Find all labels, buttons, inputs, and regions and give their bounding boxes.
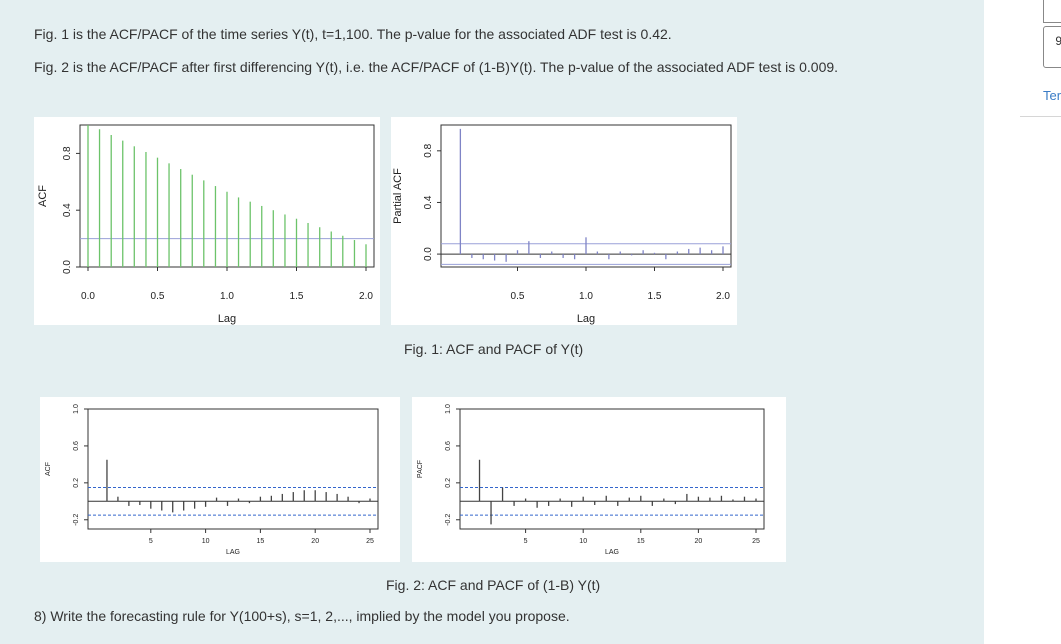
fig1-caption: Fig. 1: ACF and PACF of Y(t): [404, 341, 584, 357]
y-tick-label: 0.8: [423, 143, 434, 157]
x-tick-label: 1.5: [290, 291, 304, 302]
side-link[interactable]: Ter: [1043, 88, 1061, 103]
y-axis-label: PACF: [417, 460, 424, 478]
y-tick-label: 1.0: [73, 404, 80, 414]
fig1-pacf-svg: 0.5 1.0 1.5 2.0 0.0 0.4 0.8 Lag Partial ACF: [392, 124, 732, 325]
fig2-pacf-chart: 5 10 15 20 25 -0.2 0.2 0.6 1.0 LAG PACF: [412, 397, 786, 562]
x-axis-label: Lag: [218, 313, 236, 325]
x-tick-label: 0.5: [511, 291, 525, 302]
x-tick-label: 0.0: [81, 291, 95, 302]
x-tick-label: 5: [524, 538, 528, 545]
y-tick-label: 0.4: [62, 203, 73, 217]
y-axis-label: ACF: [45, 462, 52, 476]
plot-frame: [459, 408, 765, 530]
fig1-acf-chart: 0.0 0.5 1.0 1.5 2.0 0.0 0.4 0.8 Lag ACF: [34, 117, 380, 325]
side-input[interactable]: 9: [1043, 26, 1061, 68]
fig2-description: Fig. 2 is the ACF/PACF after first diffe…: [34, 59, 839, 75]
x-axis-label: Lag: [577, 313, 595, 325]
fig1-pacf-chart: 0.5 1.0 1.5 2.0 0.0 0.4 0.8 Lag Partial ACF: [391, 117, 737, 325]
y-tick-label: 0.4: [423, 195, 434, 209]
x-tick-label: 1.0: [579, 291, 593, 302]
x-tick-label: 2.0: [716, 291, 730, 302]
fig2-caption: Fig. 2: ACF and PACF of (1-B) Y(t): [386, 577, 601, 593]
x-tick-label: 2.0: [359, 291, 373, 302]
x-tick-label: 5: [149, 538, 153, 545]
y-tick-label: -0.2: [445, 514, 452, 526]
x-tick-label: 10: [579, 538, 587, 545]
x-tick-label: 0.5: [151, 291, 165, 302]
fig2-acf-chart: 5 10 15 20 25 -0.2 0.2 0.6 1.0 LAG ACF: [40, 397, 400, 562]
x-tick-label: 1.5: [648, 291, 662, 302]
question-panel: Fig. 1 is the ACF/PACF of the time serie…: [0, 0, 984, 644]
x-tick-label: 20: [311, 538, 319, 545]
y-tick-label: -0.2: [73, 514, 80, 526]
x-tick-label: 25: [366, 538, 374, 545]
y-tick-label: 0.0: [423, 247, 434, 261]
fig1-acf-svg: 0.0 0.5 1.0 1.5 2.0 0.0 0.4 0.8 Lag ACF: [37, 124, 375, 325]
side-divider: [1020, 116, 1061, 117]
x-tick-label: 15: [637, 538, 645, 545]
y-axis-label: ACF: [37, 185, 49, 207]
y-tick-label: 0.6: [445, 441, 452, 451]
y-tick-label: 0.8: [62, 146, 73, 160]
fig1-description: Fig. 1 is the ACF/PACF of the time serie…: [34, 26, 672, 42]
fig2-acf-svg: 5 10 15 20 25 -0.2 0.2 0.6 1.0 LAG ACF: [45, 404, 379, 556]
y-tick-label: 0.0: [62, 260, 73, 274]
side-checkbox[interactable]: [1043, 0, 1061, 23]
y-tick-label: 0.6: [73, 441, 80, 451]
plot-frame: [87, 408, 379, 530]
x-tick-label: 25: [752, 538, 760, 545]
x-tick-label: 10: [202, 538, 210, 545]
x-axis-label: LAG: [226, 549, 240, 556]
y-axis-label: Partial ACF: [392, 168, 404, 224]
y-tick-label: 1.0: [445, 404, 452, 414]
x-tick-label: 15: [257, 538, 265, 545]
x-axis-label: LAG: [605, 549, 619, 556]
y-tick-label: 0.2: [73, 478, 80, 488]
y-tick-label: 0.2: [445, 478, 452, 488]
fig2-pacf-svg: 5 10 15 20 25 -0.2 0.2 0.6 1.0 LAG PACF: [417, 404, 765, 556]
x-tick-label: 20: [695, 538, 703, 545]
x-tick-label: 1.0: [220, 291, 234, 302]
question-prompt: 8) Write the forecasting rule for Y(100+…: [34, 608, 570, 624]
